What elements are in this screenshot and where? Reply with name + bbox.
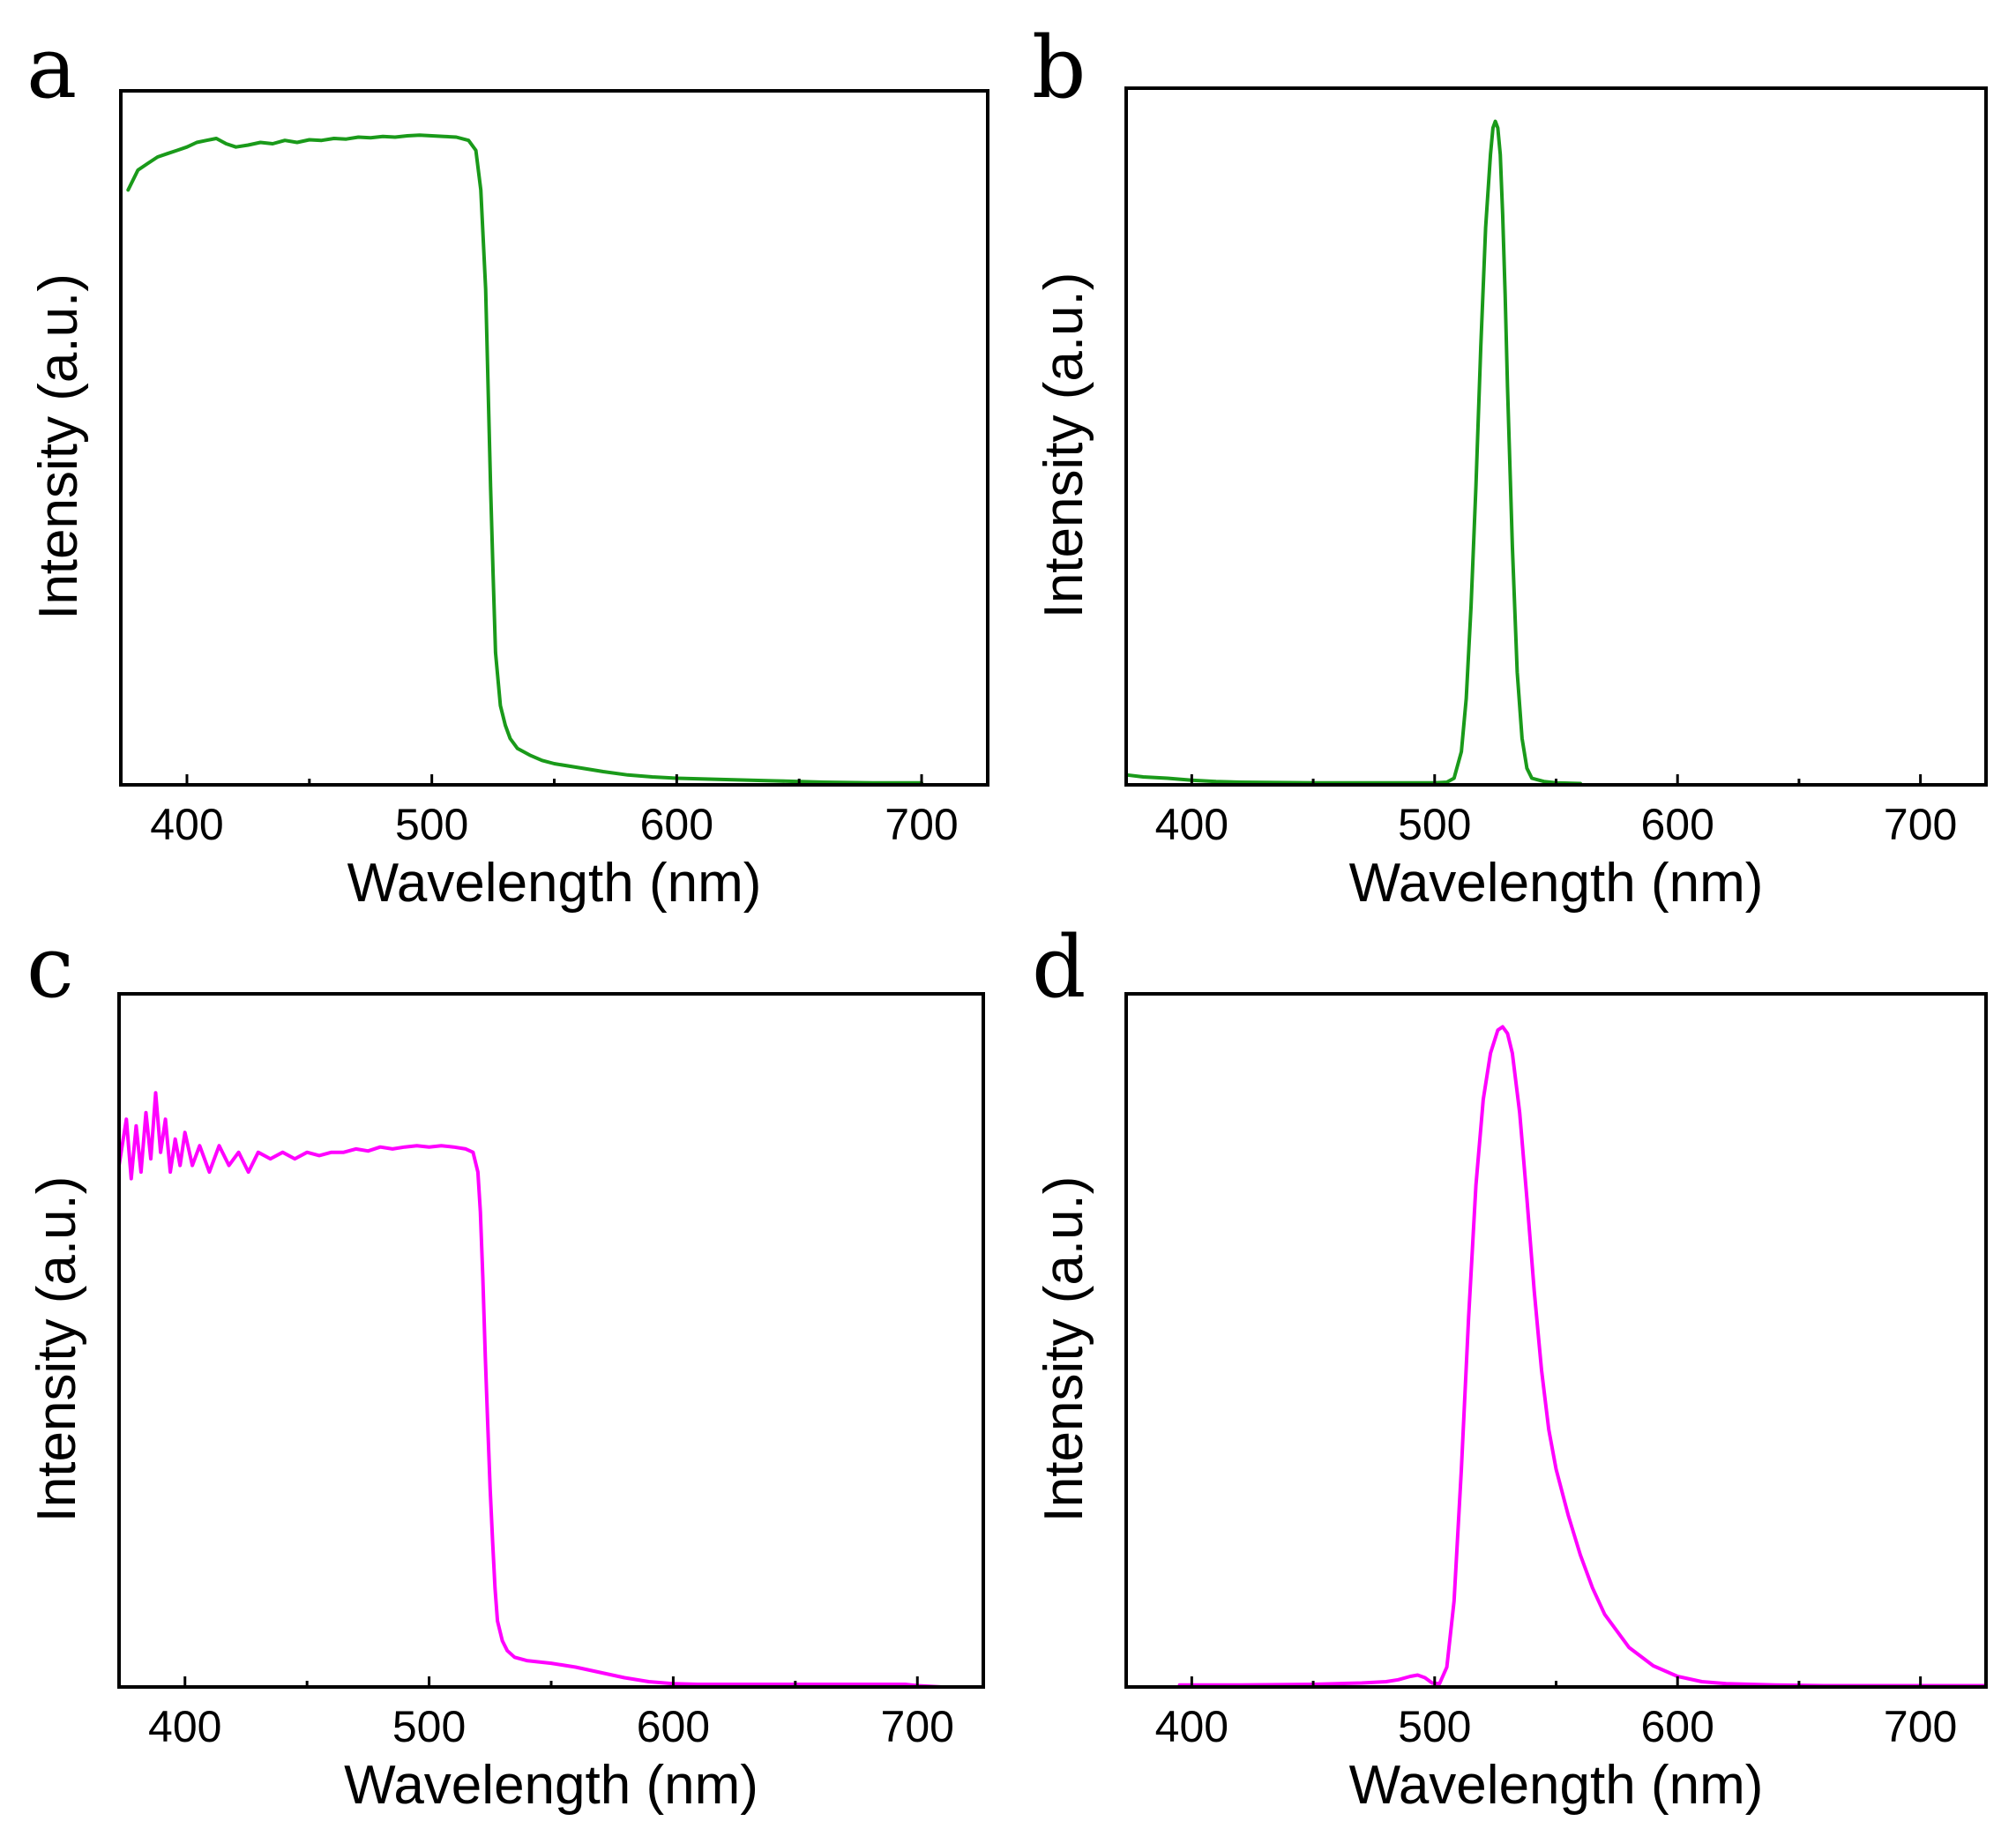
panel-letter: b xyxy=(1032,19,1086,117)
series-line-emission xyxy=(1177,1025,1988,1688)
x-tick-label: 400 xyxy=(148,1702,221,1751)
x-tick-label: 500 xyxy=(392,1702,466,1751)
x-axis-label: Wavelength (nm) xyxy=(347,853,762,914)
plot-frame xyxy=(119,89,989,787)
x-tick-label: 400 xyxy=(1155,1702,1228,1751)
plot-frame xyxy=(117,992,985,1689)
x-tick-label: 700 xyxy=(885,800,958,849)
x-tick-label: 600 xyxy=(637,1702,710,1751)
x-tick-label: 500 xyxy=(1398,1702,1471,1751)
panel-b: b 400 500 600 700 Wavelength (nm) Intensity (a… xyxy=(1032,19,1988,914)
y-axis-label: Intensity (a.u.) xyxy=(1034,1176,1094,1523)
panel-letter: c xyxy=(26,918,74,1017)
x-axis-label: Wavelength (nm) xyxy=(1349,853,1764,914)
y-axis-label: Intensity (a.u.) xyxy=(28,273,89,620)
x-tick-label: 600 xyxy=(1640,800,1714,849)
x-tick-label: 700 xyxy=(1884,1702,1957,1751)
panel-d: d 400 500 600 700 Wavelength (nm) Intensity (a… xyxy=(1032,918,1988,1816)
plot-frame xyxy=(1124,992,1988,1689)
x-tick-label: 500 xyxy=(395,800,468,849)
x-tick-label: 400 xyxy=(150,800,223,849)
x-tick-label: 500 xyxy=(1398,800,1471,849)
panel-letter: a xyxy=(26,19,77,117)
x-axis-label: Wavelength (nm) xyxy=(344,1755,758,1816)
x-tick-label: 400 xyxy=(1155,800,1228,849)
series-line-absorption xyxy=(117,1091,944,1689)
x-tick-label: 700 xyxy=(881,1702,954,1751)
x-tick-label: 600 xyxy=(1640,1702,1714,1751)
panel-letter: d xyxy=(1032,918,1086,1017)
panel-a: a 400 500 600 700 Wavelength (nm) Intensity (a… xyxy=(26,19,989,914)
series-line-absorption xyxy=(126,133,923,785)
y-axis-label: Intensity (a.u.) xyxy=(1034,272,1094,619)
series-line-emission xyxy=(1124,119,1582,786)
plot-frame xyxy=(1124,86,1988,787)
x-tick-label: 700 xyxy=(1884,800,1957,849)
y-axis-label: Intensity (a.u.) xyxy=(26,1176,87,1523)
x-axis-label: Wavelength (nm) xyxy=(1349,1755,1764,1816)
panel-c: c 400 500 600 700 Wavelength (nm) Intensity (a… xyxy=(26,918,985,1816)
x-tick-label: 600 xyxy=(640,800,713,849)
